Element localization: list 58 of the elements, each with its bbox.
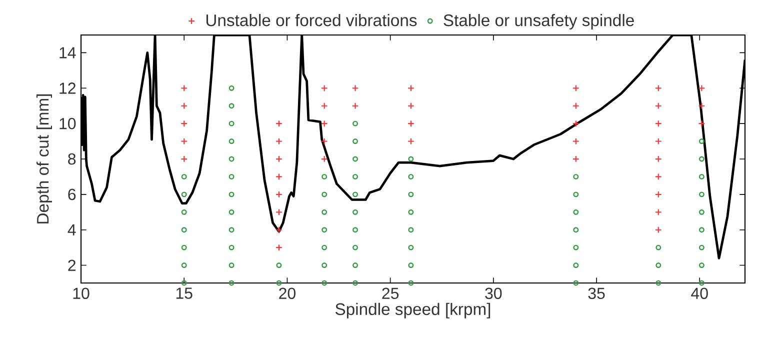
point (276, 156, 282, 162)
point (572, 120, 580, 128)
point (276, 244, 282, 252)
point (407, 102, 414, 110)
point (654, 173, 662, 180)
legend-label: Stable or unsafety spindle (444, 14, 634, 30)
y-tick-label: 10 (60, 118, 76, 130)
point (654, 226, 662, 234)
x-tick-label: 40 (691, 288, 708, 300)
point (572, 84, 580, 92)
x-tick-label: 35 (588, 288, 605, 300)
y-tick-label: 12 (60, 82, 76, 94)
point (180, 156, 188, 162)
point (698, 84, 706, 92)
y-tick-label: 14 (60, 47, 76, 58)
point (407, 120, 414, 128)
y-tick-label: 8 (68, 153, 76, 165)
point (654, 156, 662, 162)
x-axis-title: Spindle speed [krpm] (335, 302, 490, 318)
point (320, 138, 328, 145)
point (654, 208, 662, 216)
point (276, 226, 282, 234)
x-tick-label: 20 (279, 288, 296, 300)
point (180, 138, 188, 145)
point (276, 208, 282, 216)
point (276, 173, 282, 180)
point (654, 84, 662, 92)
x-tick-label: 25 (382, 288, 399, 300)
point (320, 84, 328, 92)
point (320, 120, 328, 128)
point (180, 120, 188, 128)
y-tick-label: 2 (68, 260, 76, 271)
point (698, 120, 706, 128)
point (572, 138, 580, 145)
point (654, 190, 662, 198)
point (698, 102, 706, 110)
point (276, 190, 282, 198)
point (572, 102, 580, 110)
point (180, 84, 188, 92)
point (276, 120, 282, 128)
point (352, 84, 359, 92)
y-tick-label: 4 (68, 224, 76, 236)
point (654, 138, 662, 145)
point (654, 102, 662, 110)
x-tick-label: 30 (485, 288, 502, 300)
y-axis-title: Depth of cut [mm] (36, 94, 52, 224)
y-tick-label: 6 (68, 188, 76, 200)
point (407, 138, 414, 145)
x-tick-label: 15 (176, 288, 192, 299)
point (407, 84, 414, 92)
point (654, 120, 662, 128)
point (352, 102, 359, 110)
point (572, 156, 580, 162)
point (320, 156, 328, 162)
point (276, 138, 282, 145)
point (180, 102, 188, 110)
point (320, 102, 328, 110)
legend-label: Unstable or forced vibrations (206, 14, 417, 26)
